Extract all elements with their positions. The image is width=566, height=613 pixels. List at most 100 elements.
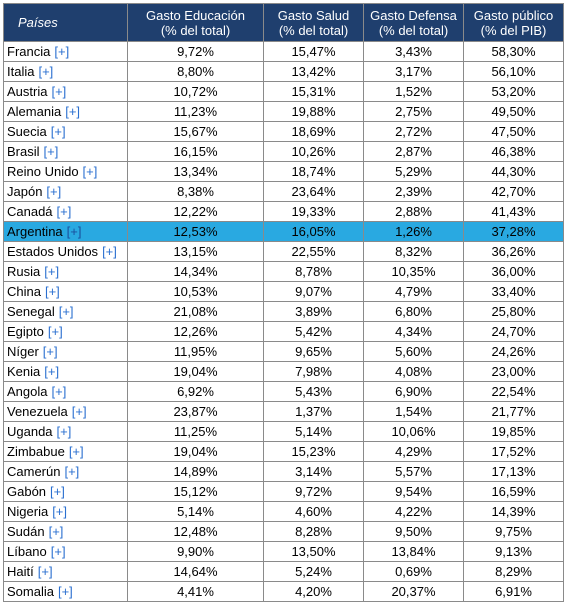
header-gasto-publico[interactable]: Gasto público (% del PIB)	[463, 3, 564, 42]
table-row: Camerún [+] 14,89% 3,14% 5,57% 17,13%	[3, 461, 564, 482]
expand-link[interactable]: [+]	[42, 344, 58, 359]
header-line2: (% del total)	[160, 22, 231, 38]
gasto-salud-cell: 18,69%	[263, 121, 364, 142]
expand-link[interactable]: [+]	[44, 284, 60, 299]
country-cell: Níger [+]	[3, 341, 128, 362]
gasto-defensa-cell: 9,54%	[363, 481, 464, 502]
gasto-publico-cell: 58,30%	[463, 41, 564, 62]
header-line1: Gasto Salud	[277, 7, 350, 23]
expand-link[interactable]: [+]	[52, 504, 68, 519]
gasto-defensa-cell: 5,60%	[363, 341, 464, 362]
expand-link[interactable]: [+]	[44, 264, 60, 279]
header-line2: (% del PIB)	[480, 22, 547, 38]
header-line2: (% del total)	[278, 22, 349, 38]
gasto-defensa-cell: 0,69%	[363, 561, 464, 582]
expand-link[interactable]: [+]	[51, 84, 67, 99]
table-row: Senegal [+] 21,08% 3,89% 6,80% 25,80%	[3, 301, 564, 322]
gasto-salud-cell: 5,43%	[263, 381, 364, 402]
country-name: Rusia	[7, 264, 41, 279]
gasto-educacion-cell: 14,34%	[127, 261, 264, 282]
country-name: Argentina	[7, 224, 63, 239]
header-gasto-defensa[interactable]: Gasto Defensa (% del total)	[363, 3, 464, 42]
country-name: Estados Unidos	[7, 244, 99, 259]
header-gasto-educacion[interactable]: Gasto Educación (% del total)	[127, 3, 264, 42]
gasto-salud-cell: 4,60%	[263, 501, 364, 522]
expand-link[interactable]: [+]	[56, 424, 72, 439]
country-name: Kenia	[7, 364, 41, 379]
expand-link[interactable]: [+]	[66, 224, 82, 239]
expand-link[interactable]: [+]	[44, 364, 60, 379]
gasto-publico-cell: 53,20%	[463, 81, 564, 102]
expand-link[interactable]: [+]	[50, 124, 66, 139]
table-row: Brasil [+] 16,15% 10,26% 2,87% 46,38%	[3, 141, 564, 162]
gasto-publico-cell: 19,85%	[463, 421, 564, 442]
expand-link[interactable]: [+]	[43, 144, 59, 159]
table-row: Austria [+] 10,72% 15,31% 1,52% 53,20%	[3, 81, 564, 102]
country-cell: Somalia [+]	[3, 581, 128, 602]
gasto-salud-cell: 15,47%	[263, 41, 364, 62]
table-row: Nigeria [+] 5,14% 4,60% 4,22% 14,39%	[3, 501, 564, 522]
gasto-defensa-cell: 3,17%	[363, 61, 464, 82]
country-cell: Sudán [+]	[3, 521, 128, 542]
expand-link[interactable]: [+]	[46, 184, 62, 199]
header-paises[interactable]: Países	[3, 3, 128, 42]
country-name: Reino Unido	[7, 164, 79, 179]
gasto-publico-cell: 33,40%	[463, 281, 564, 302]
country-name: Italia	[7, 64, 35, 79]
expand-link[interactable]: [+]	[56, 204, 72, 219]
gasto-educacion-cell: 12,22%	[127, 201, 264, 222]
country-cell: Angola [+]	[3, 381, 128, 402]
gasto-salud-cell: 19,88%	[263, 101, 364, 122]
gasto-educacion-cell: 6,92%	[127, 381, 264, 402]
country-cell: Francia [+]	[3, 41, 128, 62]
header-gasto-salud[interactable]: Gasto Salud (% del total)	[263, 3, 364, 42]
gasto-educacion-cell: 12,53%	[127, 221, 264, 242]
expand-link[interactable]: [+]	[57, 584, 73, 599]
expand-link[interactable]: [+]	[38, 64, 54, 79]
expand-link[interactable]: [+]	[102, 244, 117, 259]
header-paises-label: Países	[18, 15, 58, 30]
gasto-educacion-cell: 16,15%	[127, 141, 264, 162]
table-row: Reino Unido [+] 13,34% 18,74% 5,29% 44,30%	[3, 161, 564, 182]
gasto-educacion-cell: 21,08%	[127, 301, 264, 322]
table-row: Suecia [+] 15,67% 18,69% 2,72% 47,50%	[3, 121, 564, 142]
table-row: Venezuela [+] 23,87% 1,37% 1,54% 21,77%	[3, 401, 564, 422]
gasto-salud-cell: 5,24%	[263, 561, 364, 582]
country-cell: Zimbabue [+]	[3, 441, 128, 462]
expand-link[interactable]: [+]	[82, 164, 98, 179]
expand-link[interactable]: [+]	[37, 564, 53, 579]
expand-link[interactable]: [+]	[58, 304, 74, 319]
gasto-educacion-cell: 12,48%	[127, 521, 264, 542]
country-name: Uganda	[7, 424, 53, 439]
gasto-salud-cell: 15,31%	[263, 81, 364, 102]
gasto-educacion-cell: 14,64%	[127, 561, 264, 582]
country-name: Nigeria	[7, 504, 49, 519]
expand-link[interactable]: [+]	[54, 44, 70, 59]
country-name: China	[7, 284, 41, 299]
country-cell: Líbano [+]	[3, 541, 128, 562]
expand-link[interactable]: [+]	[71, 404, 87, 419]
country-cell: Egipto [+]	[3, 321, 128, 342]
expand-link[interactable]: [+]	[64, 464, 80, 479]
gasto-publico-cell: 25,80%	[463, 301, 564, 322]
expand-link[interactable]: [+]	[51, 384, 67, 399]
gasto-defensa-cell: 2,72%	[363, 121, 464, 142]
table-row: Alemania [+] 11,23% 19,88% 2,75% 49,50%	[3, 101, 564, 122]
country-cell: Alemania [+]	[3, 101, 128, 122]
country-cell: Italia [+]	[3, 61, 128, 82]
expand-link[interactable]: [+]	[50, 544, 66, 559]
expand-link[interactable]: [+]	[65, 104, 81, 119]
expand-link[interactable]: [+]	[50, 484, 65, 499]
expand-link[interactable]: [+]	[48, 524, 64, 539]
country-name: Venezuela	[7, 404, 68, 419]
expand-link[interactable]: [+]	[68, 444, 84, 459]
gasto-salud-cell: 13,42%	[263, 61, 364, 82]
country-cell: Reino Unido [+]	[3, 161, 128, 182]
country-cell: Argentina [+]	[3, 221, 128, 242]
table-row: Japón [+] 8,38% 23,64% 2,39% 42,70%	[3, 181, 564, 202]
gasto-educacion-cell: 4,41%	[127, 581, 264, 602]
country-cell: Venezuela [+]	[3, 401, 128, 422]
gasto-defensa-cell: 5,57%	[363, 461, 464, 482]
country-name: Haití	[7, 564, 34, 579]
expand-link[interactable]: [+]	[47, 324, 63, 339]
